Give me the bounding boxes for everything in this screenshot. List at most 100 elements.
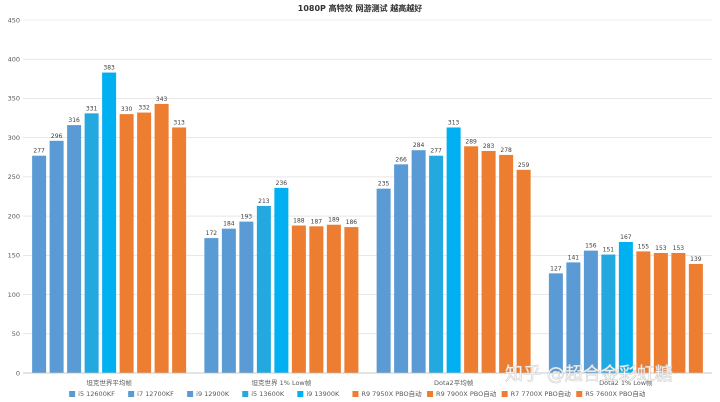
data-label: 139: [690, 256, 702, 263]
legend-swatch: [297, 391, 304, 397]
bar: [481, 151, 496, 373]
legend-swatch: [427, 391, 434, 397]
bar: [671, 252, 686, 373]
data-label: 167: [620, 234, 632, 241]
data-label: 284: [413, 142, 425, 149]
y-tick-label: 200: [8, 212, 20, 220]
bar: [653, 252, 668, 373]
data-label: 127: [550, 265, 562, 272]
legend-swatch: [501, 391, 508, 397]
data-label: 266: [395, 156, 407, 163]
bar: [344, 227, 359, 373]
bar: [256, 205, 271, 373]
bar: [429, 155, 444, 373]
legend-label: R5 7600X PBO自动: [585, 389, 646, 398]
x-category-label: Dota2 1% Low帧: [599, 378, 653, 387]
bar: [326, 224, 341, 373]
legend-swatch: [187, 391, 194, 397]
legend-label: R9 7900X PBO自动: [436, 389, 497, 398]
data-label: 316: [68, 117, 80, 124]
bar: [601, 254, 616, 373]
data-label: 184: [223, 221, 235, 228]
data-label: 153: [673, 245, 685, 252]
x-category-label: 坦克世界 1% Low帧: [252, 378, 312, 387]
y-tick-label: 150: [8, 252, 20, 260]
data-label: 187: [311, 218, 323, 225]
data-label: 277: [33, 148, 45, 155]
data-label: 189: [328, 217, 340, 224]
bars: [32, 72, 703, 374]
data-label: 156: [585, 243, 597, 250]
data-label: 296: [51, 133, 63, 140]
data-label: 283: [483, 143, 495, 150]
data-label: 151: [603, 247, 615, 254]
data-label: 332: [138, 105, 150, 112]
bar: [499, 154, 514, 373]
data-labels: 277 296 316 331 383 330 332 343 313 172 184 193 213 2…: [33, 65, 701, 273]
data-label: 236: [276, 180, 288, 187]
data-label: 277: [430, 148, 442, 155]
legend-swatch: [352, 391, 359, 397]
bar: [49, 140, 64, 373]
y-tick-label: 100: [8, 291, 20, 299]
bar: [67, 125, 82, 373]
data-label: 383: [103, 65, 115, 72]
bar: [583, 250, 598, 373]
data-label: 313: [173, 119, 185, 126]
y-tick-label: 350: [8, 95, 20, 103]
data-label: 330: [121, 106, 133, 113]
bar: [291, 225, 306, 373]
legend-label: i9 13900K: [306, 390, 340, 398]
data-label: 313: [448, 119, 460, 126]
x-axis: 坦克世界平均帧 坦克世界 1% Low帧 Dota2平均帧 Dota2 1% Low帧: [23, 372, 712, 387]
watermark: 知乎 @超合金彩虹糖: [505, 364, 673, 385]
bar: [102, 72, 117, 374]
bar: [204, 238, 219, 373]
data-label: 153: [655, 245, 667, 252]
bar: [446, 127, 461, 373]
y-axis: 0 50 100 150 200 250 300 350 400 450: [8, 16, 20, 377]
y-tick-label: 0: [16, 369, 20, 377]
data-label: 278: [500, 147, 512, 154]
bar: [221, 228, 236, 373]
data-label: 213: [258, 198, 270, 205]
legend-label: i7 12700KF: [137, 390, 174, 398]
bar: [376, 188, 391, 373]
data-label: 343: [156, 96, 168, 103]
legend-swatch: [242, 391, 249, 397]
bar: [618, 241, 633, 373]
legend-label: i9 12900K: [196, 390, 230, 398]
bar: [309, 226, 324, 373]
y-tick-label: 300: [8, 134, 20, 142]
bar: [516, 169, 531, 373]
bar: [464, 146, 479, 373]
y-tick-label: 50: [12, 330, 20, 338]
bar: [274, 187, 289, 373]
legend-swatch: [128, 391, 135, 397]
bar: [84, 113, 99, 374]
data-label: 188: [293, 218, 305, 225]
data-label: 155: [638, 243, 650, 250]
data-label: 259: [518, 162, 530, 169]
data-label: 193: [241, 214, 253, 221]
legend-label: R9 7950X PBO自动: [361, 389, 422, 398]
legend: i5 12600KF i7 12700KF i9 12900K i5 13600K i9…: [69, 389, 646, 398]
legend-label: R7 7700X PBO自动: [511, 389, 572, 398]
x-category-label: 坦克世界平均帧: [86, 378, 132, 387]
data-label: 331: [86, 105, 98, 112]
data-label: 172: [206, 230, 218, 237]
legend-swatch: [576, 391, 583, 397]
y-tick-label: 450: [8, 16, 20, 24]
bar: [32, 155, 47, 373]
data-label: 141: [568, 254, 580, 261]
bar: [636, 251, 651, 373]
bar: [548, 273, 563, 373]
y-tick-label: 400: [8, 56, 20, 64]
bar: [137, 112, 152, 373]
bar: [154, 103, 169, 374]
bar: [394, 164, 409, 373]
bar: [172, 127, 187, 373]
legend-swatch: [69, 391, 76, 397]
